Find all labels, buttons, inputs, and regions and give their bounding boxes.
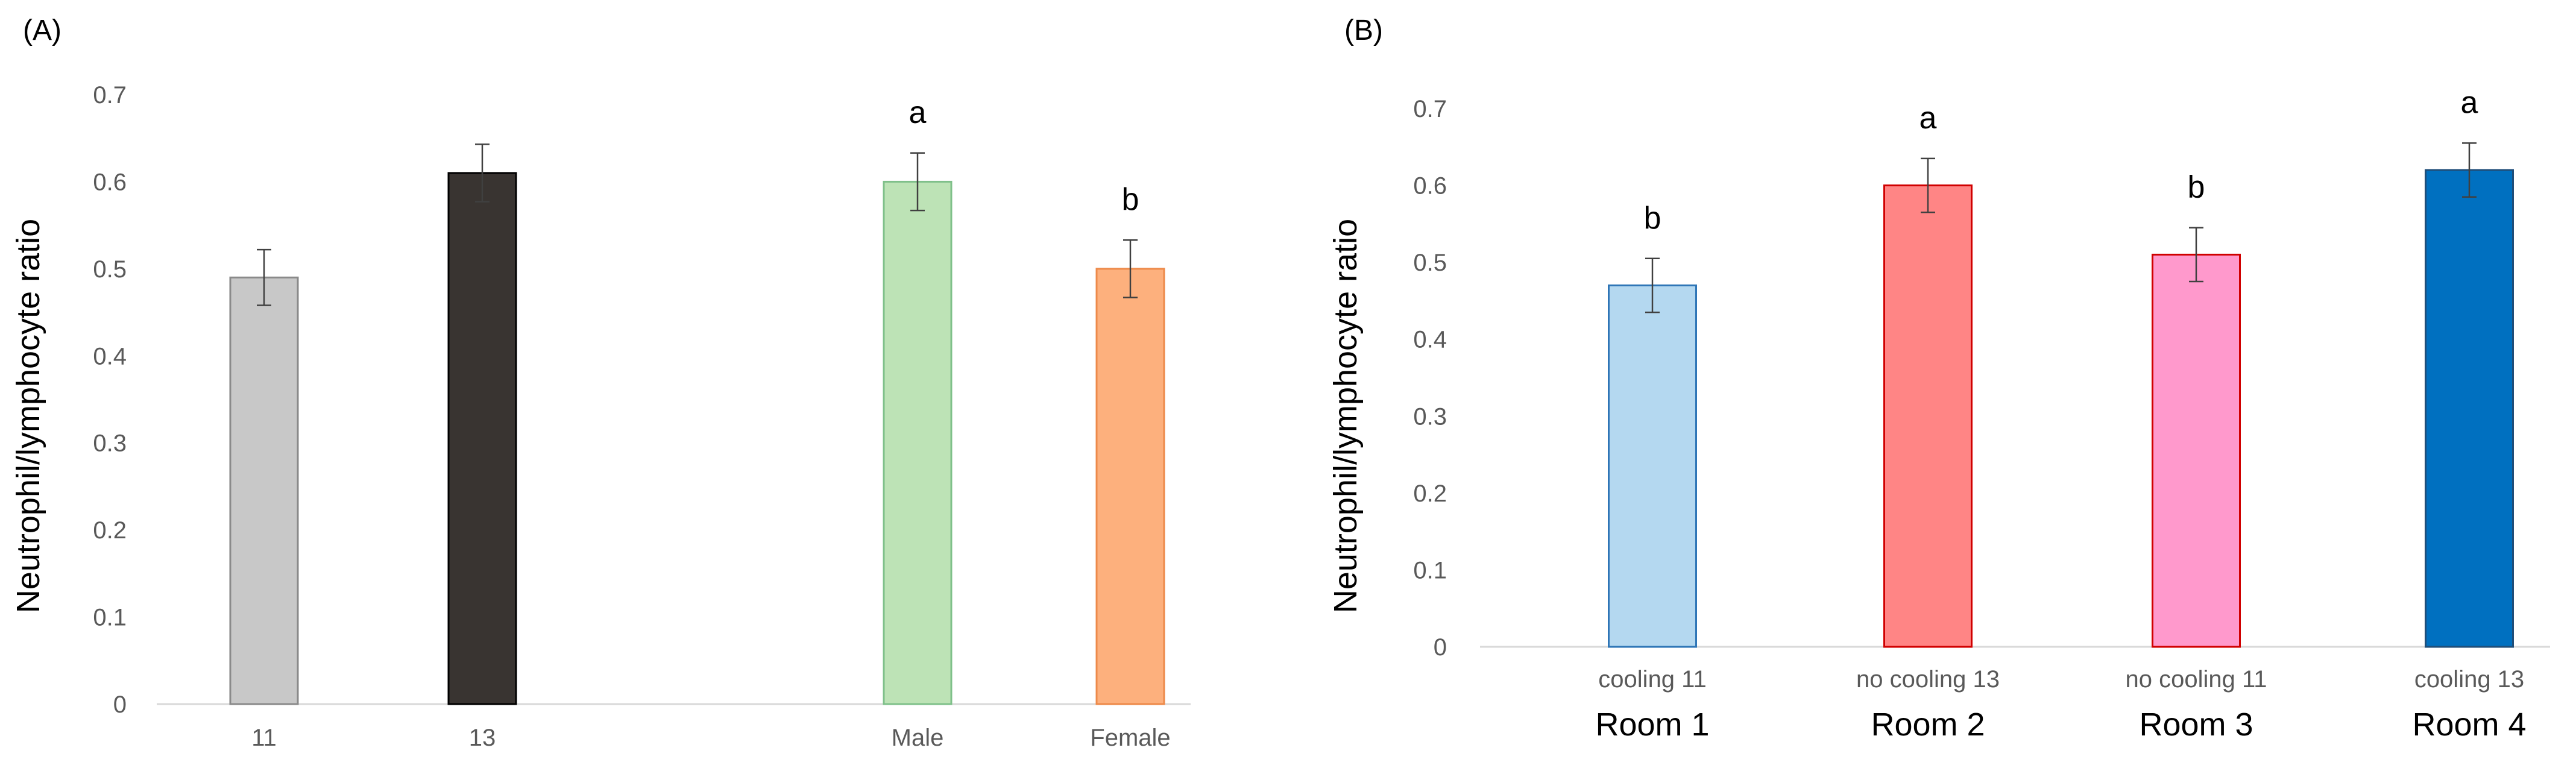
y-tick-label: 0.4 [93, 343, 127, 370]
panel-b-label: (B) [1344, 14, 1383, 46]
panel-b-error-bars [1645, 142, 2477, 313]
x-tick-label: cooling 11 [1598, 666, 1706, 693]
error-bar [2462, 142, 2477, 198]
y-tick-label: 0.3 [1413, 403, 1447, 430]
panel-a-significance-labels: ab [909, 95, 1139, 217]
bar [2152, 253, 2241, 648]
room-label: Room 3 [2139, 706, 2253, 743]
y-tick-label: 0.2 [93, 517, 127, 544]
panel-b-chart: (B) Neutrophil/lymphocyte ratio 00.10.20… [1327, 14, 2550, 743]
y-tick-label: 0.6 [1413, 173, 1447, 200]
room-label: Room 2 [1871, 706, 1985, 743]
panel-b-category-labels: cooling 11 no cooling 13 no cooling 11 cool… [1598, 666, 2524, 693]
bar [1608, 284, 1697, 648]
error-bar [2189, 227, 2203, 283]
x-tick-label: Female [1090, 725, 1170, 751]
x-tick-label: cooling 13 [2414, 666, 2524, 693]
y-tick-label: 0 [113, 691, 127, 718]
x-tick-label: Male [892, 725, 944, 751]
x-tick-label: 11 [251, 725, 277, 751]
room-label: Room 4 [2412, 706, 2526, 743]
x-tick-label: 13 [469, 725, 496, 751]
y-tick-label: 0.2 [1413, 480, 1447, 507]
bar [1883, 184, 1973, 648]
error-bar [475, 143, 490, 203]
panel-a-category-labels: 11 13 Male Female [251, 725, 1170, 751]
y-tick-label: 0.7 [1413, 96, 1447, 122]
panel-a-y-ticks: 0 0.1 0.2 0.3 0.4 0.5 0.6 0.7 [93, 82, 127, 718]
panel-a-chart: (A) Neutrophil/lymphocyte ratio 00.10.20… [10, 14, 1191, 751]
panel-a-error-bars [257, 143, 1138, 306]
y-tick-label: 0.1 [93, 605, 127, 631]
panel-a-label: (A) [23, 14, 61, 46]
significance-label: a [909, 95, 927, 130]
error-bar [257, 248, 271, 306]
bar [447, 172, 517, 705]
panel-b-significance-labels: b a b a [1644, 85, 2478, 235]
y-tick-label: 0.5 [1413, 250, 1447, 276]
panel-a-bars [229, 172, 1165, 705]
panel-a-y-axis-title: Neutrophil/lymphocyte ratio [10, 219, 46, 613]
error-bar [1921, 157, 1935, 213]
bar [1095, 268, 1165, 705]
significance-label: a [2461, 85, 2478, 120]
x-tick-label: no cooling 13 [1856, 666, 2000, 693]
y-tick-label: 0.7 [93, 82, 127, 109]
y-tick-label: 0.1 [1413, 557, 1447, 584]
y-tick-label: 0 [1434, 634, 1447, 661]
y-tick-label: 0.6 [93, 169, 127, 195]
significance-label: a [1919, 101, 1937, 136]
error-bar [910, 152, 925, 212]
significance-label: b [1644, 201, 1661, 236]
panel-b-y-axis-title: Neutrophil/lymphocyte ratio [1327, 219, 1364, 613]
y-tick-label: 0.4 [1413, 327, 1447, 353]
y-tick-label: 0.5 [93, 256, 127, 283]
error-bar [1123, 239, 1138, 298]
panel-b-room-labels: Room 1 Room 2 Room 3 Room 4 [1595, 706, 2526, 743]
bar [229, 276, 299, 705]
bar [883, 180, 953, 705]
panel-b-bars [1608, 169, 2514, 648]
significance-label: b [2188, 170, 2205, 205]
x-tick-label: no cooling 11 [2126, 666, 2267, 693]
panel-b-y-ticks: 0 0.1 0.2 0.3 0.4 0.5 0.6 0.7 [1413, 96, 1447, 661]
significance-label: b [1122, 182, 1139, 217]
error-bar [1645, 257, 1660, 313]
y-tick-label: 0.3 [93, 430, 127, 457]
bar [2425, 169, 2514, 648]
room-label: Room 1 [1595, 706, 1709, 743]
